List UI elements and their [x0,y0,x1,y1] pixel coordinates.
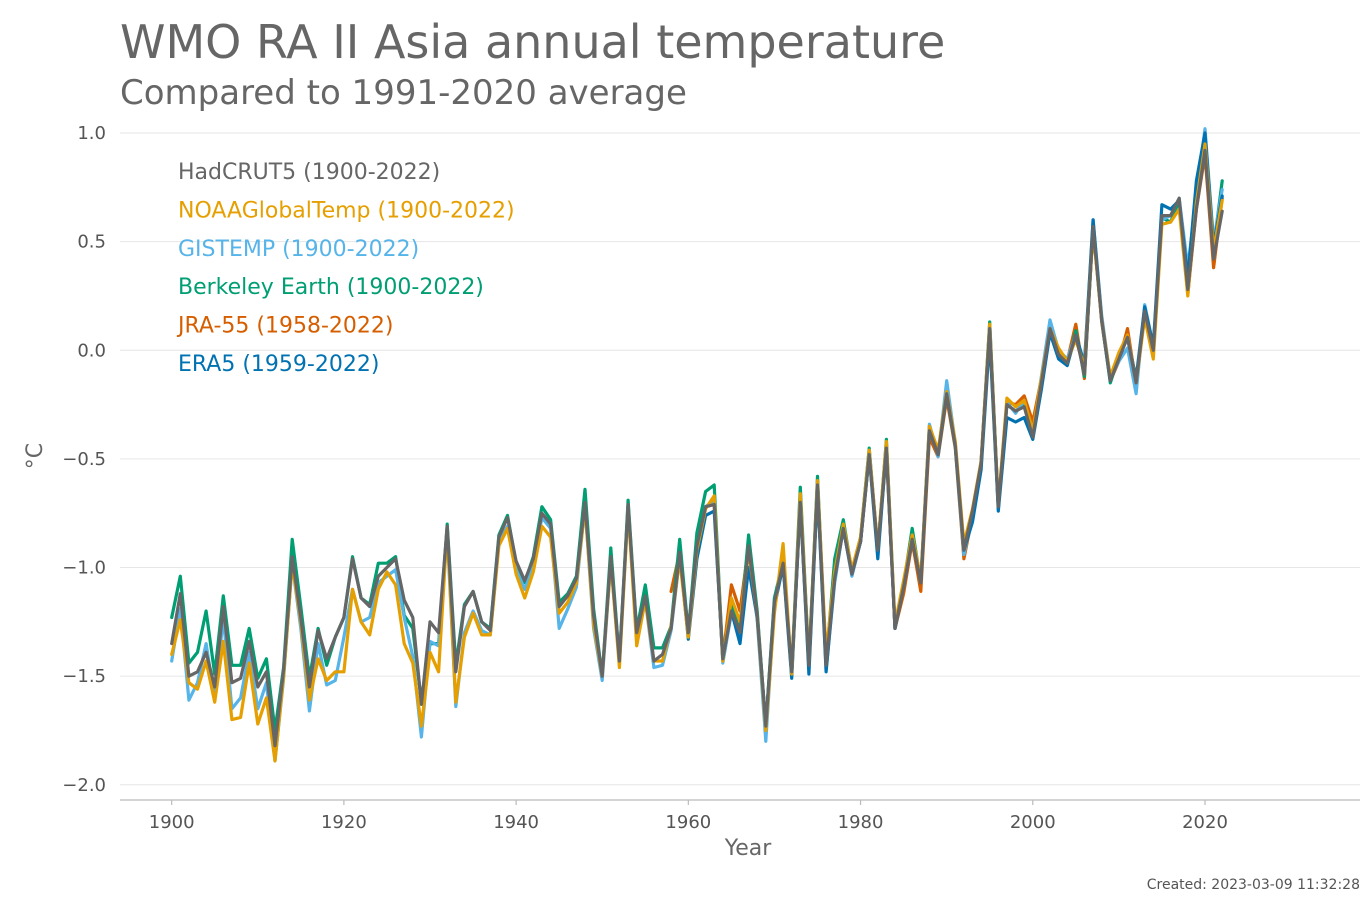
x-tick-label: 2000 [1010,812,1056,833]
created-timestamp: Created: 2023-03-09 11:32:28 [1147,877,1360,893]
y-tick-label: −2.0 [62,775,106,796]
legend-entry: NOAAGlobalTemp (1900-2022) [178,198,515,223]
series-line-gistemp [170,127,1224,763]
y-tick-label: 0.5 [77,232,106,253]
y-tick-label: 1.0 [77,123,106,144]
y-tick-label: −1.0 [62,558,106,579]
x-tick-label: 1900 [149,812,195,833]
legend-entry: Berkeley Earth (1900-2022) [178,275,484,300]
x-tick-label: 1960 [665,812,711,833]
x-tick-label: 1980 [838,812,884,833]
x-tick-label: 1920 [321,812,367,833]
y-tick-label: −1.5 [62,666,106,687]
x-axis-ticks: 1900 1920 1940 1960 1980 2000 2020 [149,800,1228,833]
legend-entry: JRA-55 (1958-2022) [176,314,393,339]
series-line-jra55 [669,153,1224,728]
y-axis-label: °C [23,443,48,469]
chart-subtitle: Compared to 1991-2020 average [120,73,687,113]
series-line-hadcrut5 [170,148,1224,748]
legend-entry: HadCRUT5 (1900-2022) [178,160,440,185]
chart-title: WMO RA II Asia annual temperature [120,15,945,69]
y-tick-label: 0.0 [77,340,106,361]
x-tick-label: 1940 [493,812,539,833]
legend: HadCRUT5 (1900-2022) NOAAGlobalTemp (1900… [176,160,515,377]
series-lines [170,127,1224,763]
legend-entry: ERA5 (1959-2022) [178,352,379,377]
y-tick-label: −0.5 [62,449,106,470]
x-axis-label: Year [724,836,773,861]
x-tick-label: 2020 [1182,812,1228,833]
y-axis-ticks: 1.0 0.5 0.0 −0.5 −1.0 −1.5 −2.0 [62,123,106,796]
legend-entry: GISTEMP (1900-2022) [178,237,419,262]
